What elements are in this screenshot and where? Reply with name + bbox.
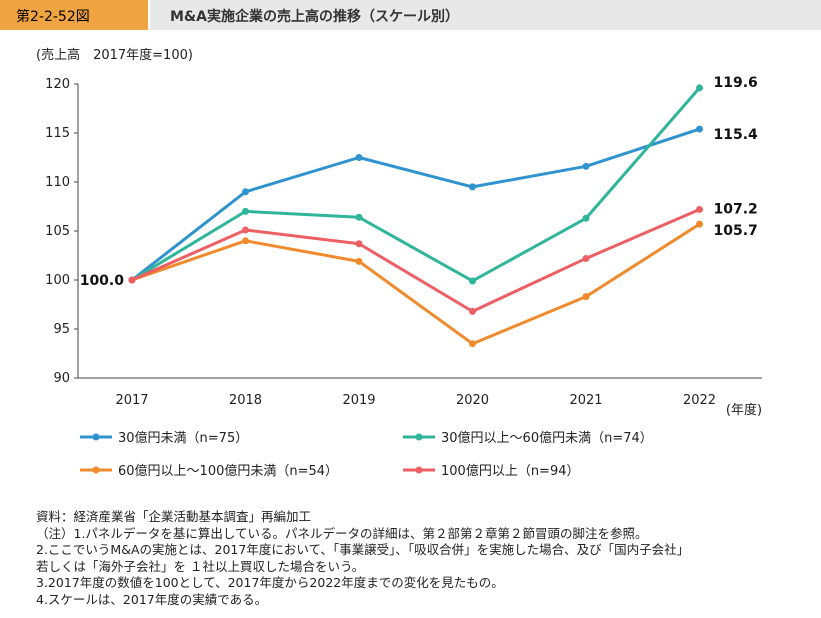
data-point [469, 277, 476, 285]
data-point [355, 257, 363, 265]
data-point [696, 125, 703, 133]
data-point [469, 183, 476, 191]
legend-label: 100億円以上（n=94） [441, 463, 580, 479]
legend-swatch-marker [92, 466, 100, 474]
y-axis-label: (売上高 2017年度=100) [36, 48, 193, 63]
source-note: 資料：経済産業省「企業活動基本調査」再編加工 [36, 509, 312, 524]
legend-label: 30億円以上～60億円未満（n=74） [441, 430, 653, 446]
legend-swatch-marker [415, 433, 423, 441]
legend-label: 30億円未満（n=75） [118, 430, 248, 446]
note-line: 4.スケールは、2017年度の実績である。 [36, 591, 268, 607]
data-point [696, 220, 703, 228]
chart-axes: 90 95 100 105 110 115 120 2017 2018 2019 2020 2021 2… [45, 77, 762, 418]
y-tick-label: 95 [53, 322, 70, 337]
note-line: 若しくは「海外子会社」を １社以上買収した場合をいう。 [36, 558, 365, 574]
note-line: （注）1.パネルデータを基に算出している。パネルデータの詳細は、第２部第２章第２… [36, 525, 648, 541]
x-axis-label: (年度) [726, 402, 762, 418]
legend-label: 60億円以上～100億円未満（n=54） [118, 463, 338, 479]
legend-item: 60億円以上～100億円未満（n=54） [80, 463, 338, 479]
figure-number: 第2-2-52図 [16, 9, 90, 25]
data-point [355, 154, 363, 161]
start-data-label: 100.0 [80, 273, 125, 289]
y-tick-label: 90 [53, 371, 70, 386]
data-point [582, 254, 590, 262]
end-data-label: 115.4 [714, 127, 759, 143]
data-point [128, 276, 136, 284]
note-line: 3.2017年度の数値を100として、2017年度から2022年度までの変化を見… [36, 575, 504, 590]
data-point [355, 213, 363, 221]
note-line: 2.ここでいうM&Aの実施とは、2017年度において、「事業譲受」、「吸収合併」… [36, 542, 690, 557]
x-tick-label: 2017 [115, 393, 148, 408]
data-point [242, 237, 249, 245]
figure-number-tag: 第2-2-52図 [0, 0, 148, 30]
x-tick-label: 2022 [683, 393, 716, 408]
x-tick-label: 2018 [229, 393, 262, 408]
series-layer [128, 84, 703, 348]
x-tick-label: 2019 [342, 393, 375, 408]
notes: 資料：経済産業省「企業活動基本調査」再編加工 （注）1.パネルデータを基に算出し… [36, 509, 816, 608]
data-point [582, 162, 590, 170]
y-tick-label: 110 [45, 175, 70, 190]
legend-item: 30億円未満（n=75） [80, 430, 248, 446]
data-point [696, 205, 703, 213]
y-tick-label: 120 [45, 77, 70, 92]
y-tick-label: 105 [45, 224, 70, 239]
series-line [131, 127, 700, 282]
legend-item: 30億円以上～60億円未満（n=74） [403, 430, 653, 446]
data-point [469, 340, 476, 348]
y-tick-label: 115 [45, 126, 70, 141]
legend-item: 100億円以上（n=94） [403, 463, 580, 479]
legend-swatch-marker [415, 466, 423, 474]
figure-title-bar: M&A実施企業の売上高の推移（スケール別） [150, 0, 821, 30]
legend-swatch-marker [92, 433, 100, 441]
x-tick-label: 2020 [456, 393, 489, 408]
data-labels-layer: 115.4 119.6 105.7 107.2 100.0 [80, 75, 758, 289]
x-tick-label: 2021 [569, 393, 602, 408]
figure-title: M&A実施企業の売上高の推移（スケール別） [170, 9, 459, 25]
series-line [131, 222, 701, 346]
data-point [696, 84, 703, 92]
data-point [242, 207, 249, 215]
data-point [582, 293, 590, 301]
data-point [582, 214, 590, 222]
end-data-label: 119.6 [714, 75, 758, 91]
end-data-label: 107.2 [714, 201, 758, 217]
end-data-label: 105.7 [714, 223, 758, 239]
data-point [242, 188, 249, 196]
legend: 30億円未満（n=75） 30億円以上～60億円未満（n=74） 60億円以上～10… [80, 430, 653, 479]
data-point [242, 226, 249, 234]
data-point [355, 240, 363, 248]
y-tick-label: 100 [45, 273, 70, 288]
figure-header: 第2-2-52図 M&A実施企業の売上高の推移（スケール別） [0, 0, 821, 30]
series-line [131, 208, 701, 313]
data-point [469, 307, 476, 315]
series-line [131, 86, 701, 283]
